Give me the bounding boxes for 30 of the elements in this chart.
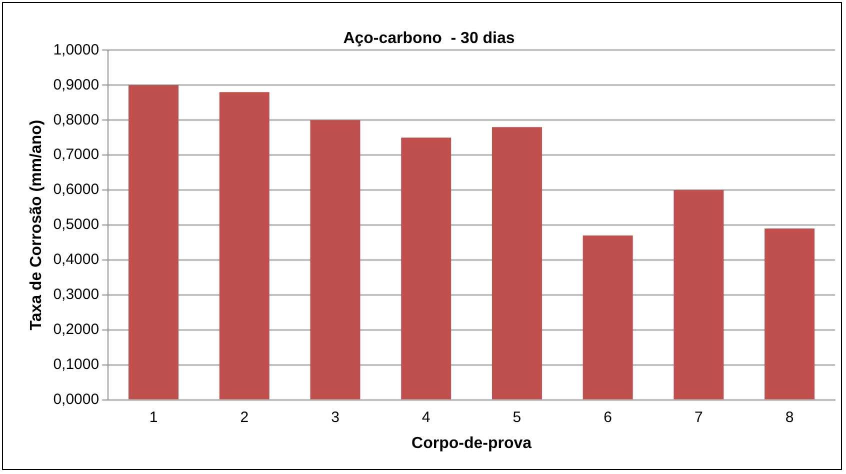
x-tick-label: 6	[604, 408, 612, 426]
x-tick-label: 7	[694, 408, 703, 426]
bar	[492, 127, 542, 400]
bar	[219, 92, 270, 400]
y-tick-label: 0,5000	[53, 216, 100, 234]
chart-title: Aço-carbono - 30 dias	[343, 30, 515, 48]
x-tick-label: 2	[240, 408, 249, 426]
y-tick-label: 0,3000	[53, 286, 100, 304]
x-tick-label: 5	[512, 408, 522, 426]
bar	[310, 120, 360, 400]
y-tick-label: 0,9000	[53, 76, 100, 94]
x-tick-label: 3	[331, 408, 340, 426]
y-tick-label: 0,7000	[53, 146, 100, 164]
bar	[674, 190, 724, 400]
y-tick-label: 0,8000	[53, 111, 100, 128]
y-tick-label: 0,2000	[53, 321, 100, 338]
x-tick-label: 4	[422, 408, 430, 426]
bar	[764, 228, 815, 400]
x-tick-label: 8	[785, 408, 794, 426]
bar	[582, 235, 633, 400]
y-tick-label: 0,1000	[53, 356, 100, 373]
bar	[128, 85, 178, 400]
y-axis-title: Taxa de Corrosão (mm/ano)	[28, 120, 46, 330]
y-tick-label: 1,0000	[53, 41, 100, 58]
y-tick-label: 0,6000	[53, 181, 100, 198]
x-tick-label: 1	[149, 408, 158, 426]
y-tick-label: 0,4000	[53, 251, 100, 268]
bar	[401, 138, 452, 400]
y-tick-label: 0,0000	[53, 390, 100, 408]
x-axis-title: Corpo-de-prova	[412, 434, 532, 452]
